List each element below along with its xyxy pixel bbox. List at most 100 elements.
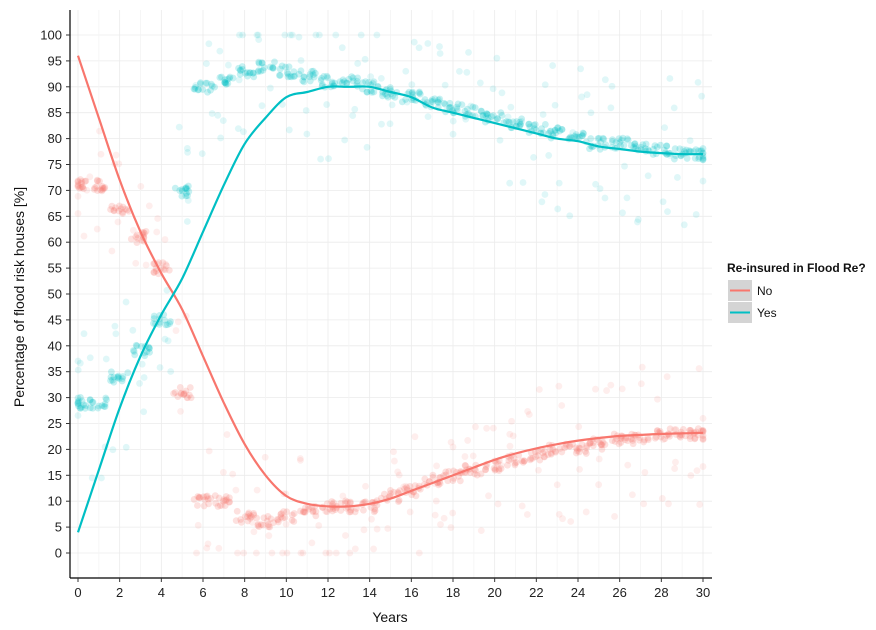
data-point (642, 140, 650, 148)
data-point (401, 485, 408, 493)
data-point (359, 79, 367, 87)
data-point (428, 96, 436, 104)
data-point (266, 84, 274, 92)
data-point (695, 147, 702, 155)
data-point (225, 494, 233, 502)
data-point (129, 347, 137, 354)
data-point (683, 155, 691, 162)
data-point (693, 467, 701, 475)
data-point (184, 394, 191, 401)
data-point (552, 447, 559, 455)
data-point (598, 441, 606, 449)
data-point (445, 467, 453, 475)
data-point (599, 134, 607, 142)
data-point (107, 368, 115, 376)
data-point (257, 67, 265, 75)
data-point (483, 110, 491, 118)
data-point (260, 514, 268, 522)
data-point (83, 186, 91, 194)
data-point (406, 508, 414, 516)
data-point (208, 82, 216, 90)
data-point (472, 423, 479, 431)
data-point (234, 125, 242, 133)
data-point (100, 184, 107, 192)
data-point (638, 363, 646, 371)
data-point (623, 194, 631, 202)
data-point (461, 453, 469, 460)
data-point (260, 64, 268, 71)
data-point (250, 511, 258, 519)
data-point (269, 64, 276, 72)
data-point (80, 232, 88, 240)
data-point (82, 177, 90, 185)
data-point (240, 128, 247, 136)
data-point (579, 132, 586, 140)
data-point (554, 205, 562, 213)
data-point (530, 153, 537, 161)
data-point (110, 378, 118, 386)
x-tick-label: 28 (654, 585, 668, 600)
data-point (640, 438, 648, 446)
data-point (285, 126, 293, 134)
data-point (116, 202, 123, 210)
data-point (517, 120, 524, 128)
data-point (491, 466, 499, 474)
data-point (140, 374, 148, 381)
data-point (461, 107, 469, 115)
data-point (287, 73, 295, 81)
data-point (200, 493, 207, 501)
data-point (615, 135, 623, 143)
data-point (301, 504, 309, 512)
data-point (577, 65, 585, 73)
data-point (171, 389, 179, 396)
y-tick-label: 45 (48, 312, 62, 327)
data-point (471, 470, 479, 478)
data-point (77, 179, 85, 187)
data-point (579, 129, 587, 137)
data-point (232, 486, 240, 494)
data-point (107, 377, 114, 384)
data-point (644, 436, 652, 444)
data-point (635, 436, 643, 444)
data-point (395, 496, 403, 504)
data-point (525, 120, 533, 128)
data-point (110, 373, 118, 381)
data-point (89, 398, 97, 406)
data-point (246, 512, 254, 520)
data-point (566, 212, 574, 220)
data-point (174, 318, 182, 326)
data-point (283, 69, 291, 76)
data-point (255, 58, 263, 66)
data-point (600, 135, 608, 143)
x-tick-label: 22 (529, 585, 543, 600)
data-point (624, 461, 632, 469)
data-point (261, 453, 269, 461)
data-point (253, 486, 261, 494)
data-point (264, 521, 272, 529)
data-point (371, 507, 379, 514)
data-point (187, 394, 195, 402)
data-point (78, 178, 86, 185)
data-point (670, 426, 678, 434)
data-point (494, 459, 502, 467)
data-point (315, 522, 323, 529)
data-point (205, 447, 213, 455)
data-point (432, 497, 440, 505)
data-point (118, 377, 126, 385)
data-point (416, 88, 423, 96)
data-point (267, 515, 275, 523)
data-point (233, 507, 241, 515)
data-point (91, 184, 99, 192)
data-point (258, 59, 266, 67)
data-point (523, 511, 531, 518)
data-point (302, 107, 310, 114)
data-point (556, 444, 564, 452)
data-point (258, 102, 266, 110)
data-point (411, 433, 419, 441)
data-point (276, 65, 284, 73)
data-point (88, 474, 96, 482)
data-point (93, 182, 101, 190)
data-point (182, 192, 190, 200)
data-point (214, 503, 222, 510)
data-point (77, 394, 84, 401)
